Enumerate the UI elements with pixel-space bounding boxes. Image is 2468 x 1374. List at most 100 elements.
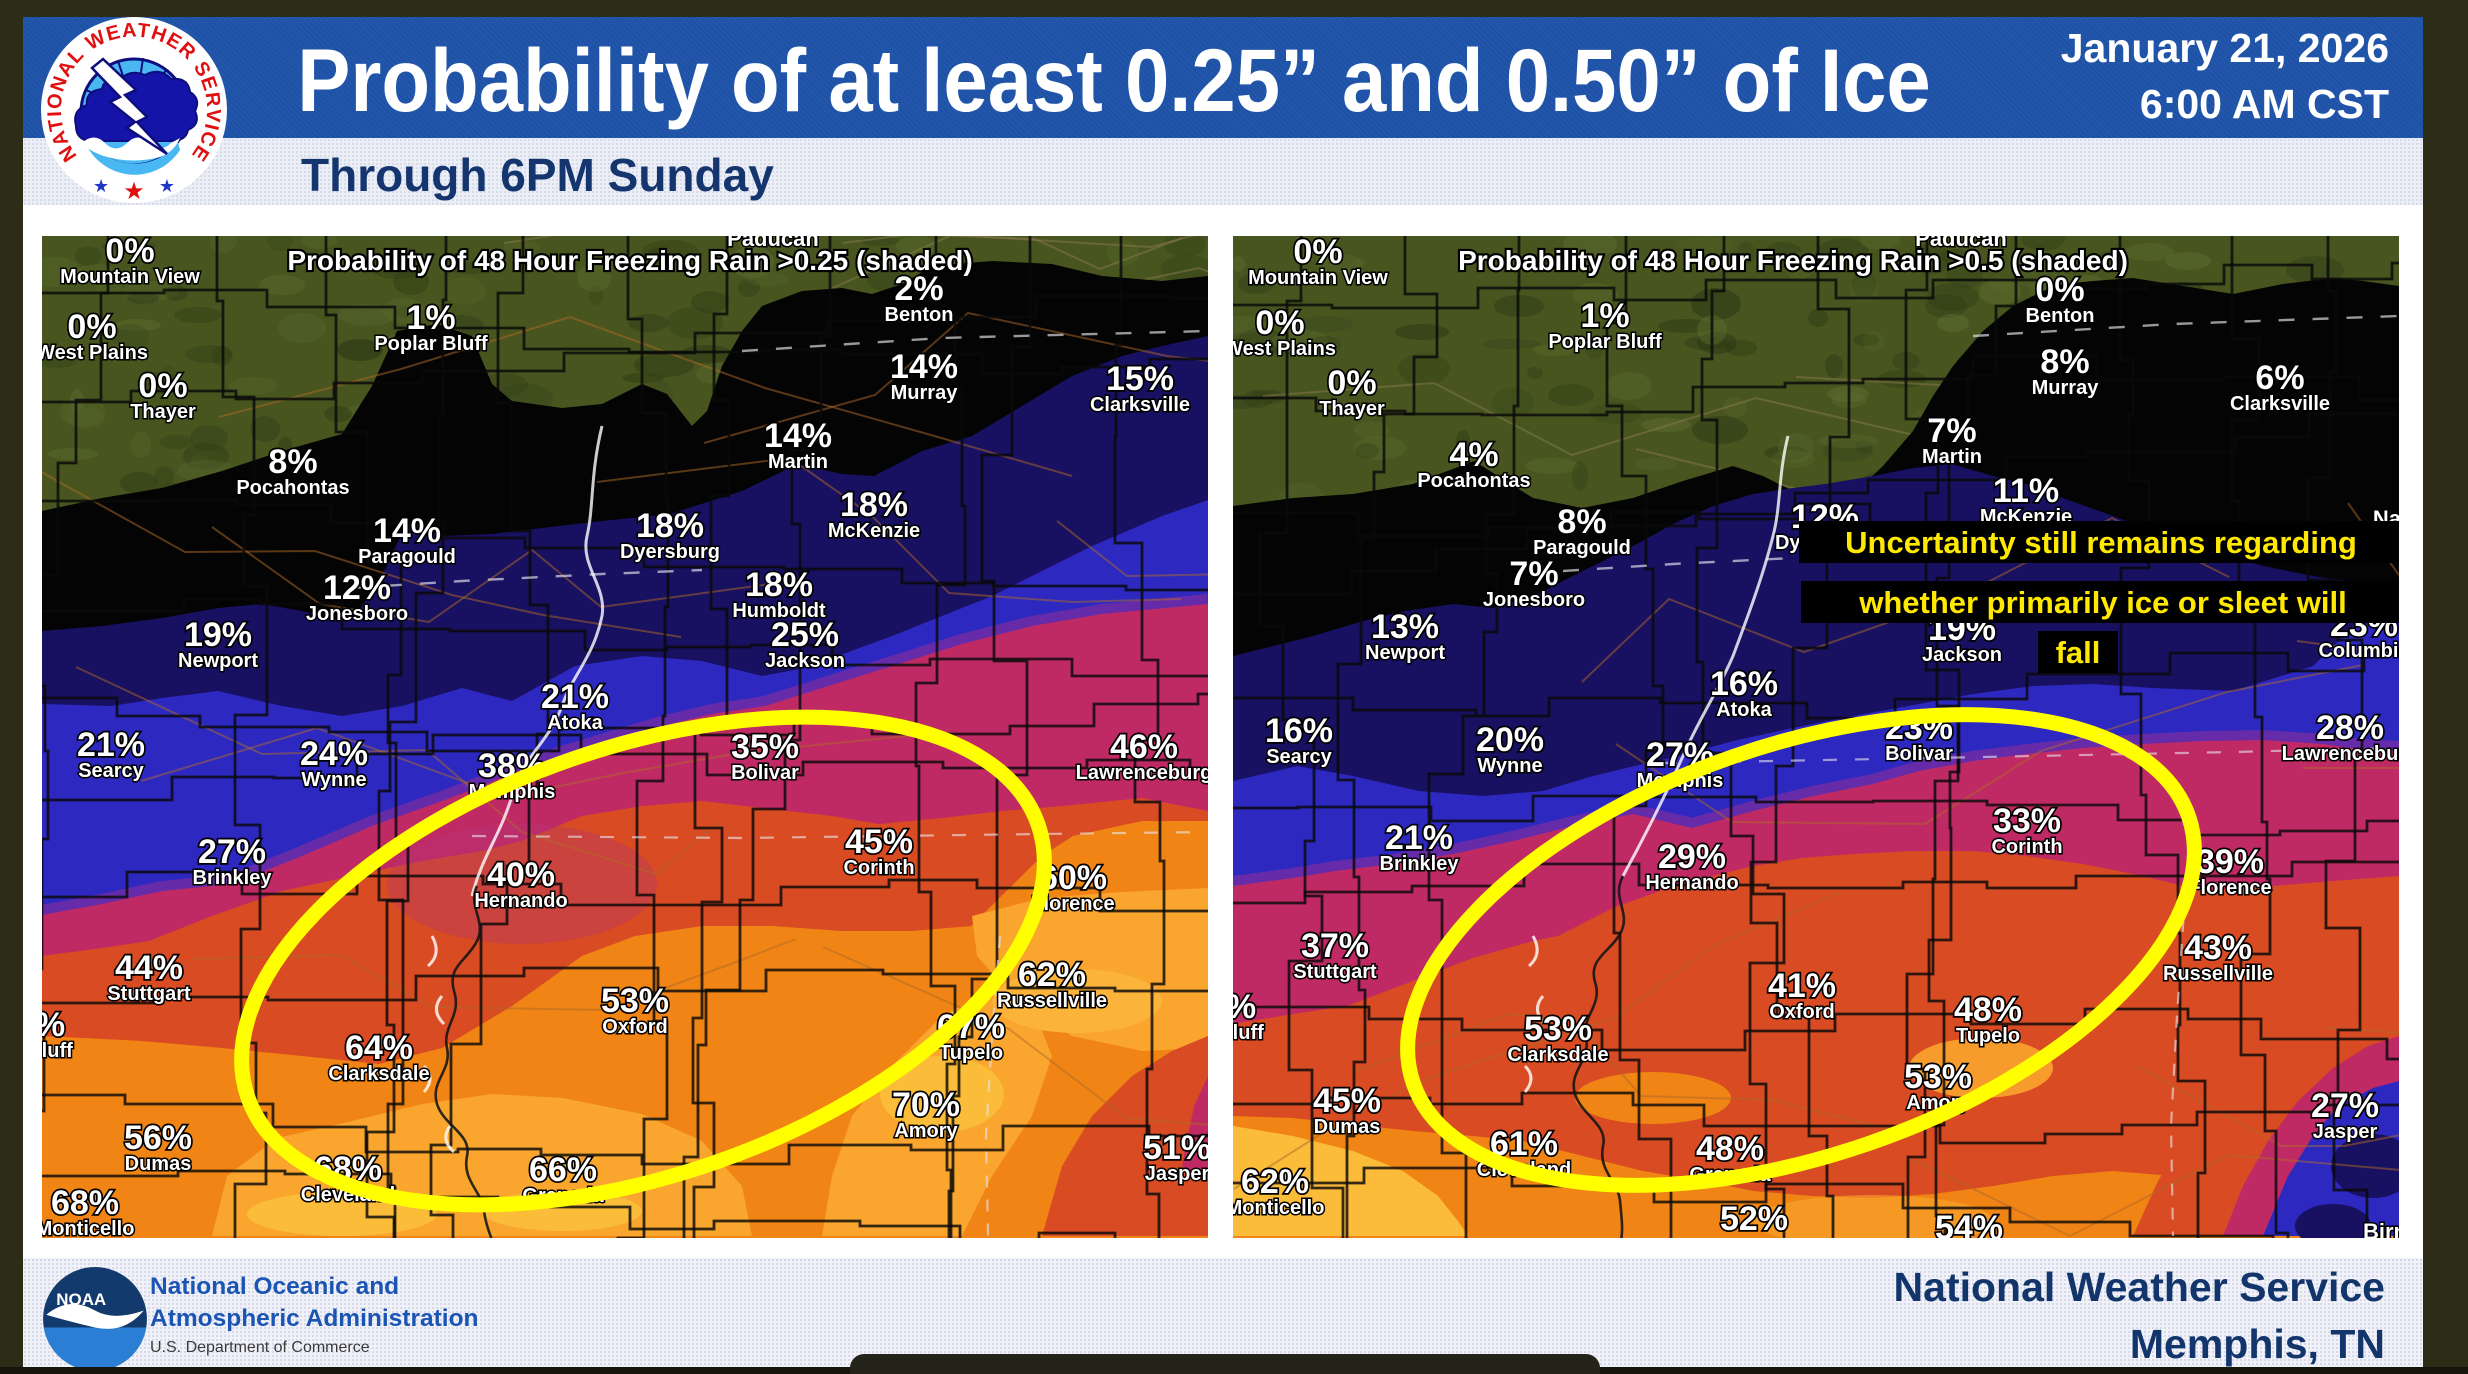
svg-text:Searcy: Searcy bbox=[1266, 746, 1332, 768]
svg-text:61%: 61% bbox=[1490, 1125, 1558, 1163]
svg-text:21%: 21% bbox=[541, 678, 609, 716]
svg-text:Mountain View: Mountain View bbox=[60, 266, 200, 288]
svg-text:45%: 45% bbox=[845, 823, 913, 861]
svg-text:14%: 14% bbox=[764, 417, 832, 455]
svg-text:0%: 0% bbox=[105, 236, 154, 270]
svg-text:Oxford: Oxford bbox=[1769, 1001, 1835, 1023]
svg-text:Mountain View: Mountain View bbox=[1248, 267, 1388, 289]
svg-text:45%: 45% bbox=[1313, 1082, 1381, 1120]
svg-text:8%: 8% bbox=[268, 443, 317, 481]
svg-text:Clarksville: Clarksville bbox=[1090, 394, 1190, 416]
svg-text:Clarksville: Clarksville bbox=[2230, 393, 2330, 415]
svg-text:53%: 53% bbox=[1524, 1010, 1592, 1048]
svg-text:28%: 28% bbox=[2316, 709, 2384, 747]
svg-text:35%: 35% bbox=[731, 728, 799, 766]
svg-text:fall: fall bbox=[2056, 635, 2101, 670]
svg-text:Oxford: Oxford bbox=[602, 1016, 668, 1038]
svg-text:Wynne: Wynne bbox=[301, 769, 366, 791]
svg-text:★: ★ bbox=[93, 176, 109, 196]
svg-text:52%: 52% bbox=[1720, 1200, 1788, 1238]
svg-text:Paducah: Paducah bbox=[1915, 236, 2007, 251]
svg-text:12%: 12% bbox=[323, 569, 391, 607]
svg-text:NOAA: NOAA bbox=[56, 1290, 106, 1309]
svg-text:Atoka: Atoka bbox=[1716, 699, 1772, 721]
svg-text:29%: 29% bbox=[1658, 838, 1726, 876]
svg-text:7%: 7% bbox=[1927, 412, 1976, 450]
svg-text:Stuttgart: Stuttgart bbox=[107, 983, 191, 1005]
svg-text:McKenzie: McKenzie bbox=[828, 520, 920, 542]
svg-text:Florence: Florence bbox=[2188, 877, 2271, 899]
svg-text:Wynne: Wynne bbox=[1477, 755, 1542, 777]
svg-text:Lawrenceburg: Lawrenceburg bbox=[2282, 743, 2399, 765]
svg-text:Jasper: Jasper bbox=[2313, 1121, 2378, 1143]
svg-text:Brinkley: Brinkley bbox=[193, 867, 273, 889]
svg-text:21%: 21% bbox=[77, 726, 145, 764]
svg-text:16%: 16% bbox=[1710, 665, 1778, 703]
svg-text:Atoka: Atoka bbox=[547, 712, 603, 734]
svg-text:Monticello: Monticello bbox=[42, 1218, 134, 1238]
svg-text:Clarksdale: Clarksdale bbox=[1507, 1044, 1608, 1066]
svg-text:33%: 33% bbox=[1993, 802, 2061, 840]
svg-text:Jonesboro: Jonesboro bbox=[1483, 589, 1585, 611]
svg-text:62%: 62% bbox=[1241, 1163, 1309, 1201]
svg-text:18%: 18% bbox=[840, 486, 908, 524]
svg-text:Paducah: Paducah bbox=[727, 236, 819, 251]
svg-text:Clarksdale: Clarksdale bbox=[328, 1063, 429, 1085]
svg-text:0%: 0% bbox=[138, 367, 187, 405]
svg-text:Poplar Bluff: Poplar Bluff bbox=[1548, 331, 1662, 353]
svg-text:Dumas: Dumas bbox=[1314, 1116, 1381, 1138]
svg-text:Dumas: Dumas bbox=[125, 1153, 192, 1175]
svg-text:Newport: Newport bbox=[178, 650, 258, 672]
svg-text:27%: 27% bbox=[2311, 1087, 2379, 1125]
svg-text:70%: 70% bbox=[892, 1086, 960, 1124]
svg-text:Bluff: Bluff bbox=[42, 1040, 73, 1062]
svg-text:11%: 11% bbox=[1993, 472, 2059, 510]
svg-text:★: ★ bbox=[159, 176, 175, 196]
svg-text:2%: 2% bbox=[894, 270, 943, 308]
svg-text:Lawrenceburg: Lawrenceburg bbox=[1076, 762, 1208, 784]
svg-text:Martin: Martin bbox=[768, 451, 828, 473]
svg-text:Jackson: Jackson bbox=[765, 650, 845, 672]
svg-text:62%: 62% bbox=[1018, 956, 1086, 994]
svg-text:53%: 53% bbox=[1904, 1058, 1972, 1096]
svg-text:0%: 0% bbox=[1327, 364, 1376, 402]
svg-text:Thayer: Thayer bbox=[130, 401, 196, 423]
svg-text:Jasper: Jasper bbox=[1145, 1163, 1208, 1185]
svg-text:6%: 6% bbox=[2255, 359, 2304, 397]
svg-text:Corinth: Corinth bbox=[1991, 836, 2062, 858]
svg-text:Newport: Newport bbox=[1365, 642, 1445, 664]
svg-text:Jonesboro: Jonesboro bbox=[306, 603, 408, 625]
svg-text:48%: 48% bbox=[1696, 1130, 1764, 1168]
svg-text:Dyersburg: Dyersburg bbox=[620, 541, 720, 563]
svg-text:54%: 54% bbox=[1935, 1209, 2003, 1238]
svg-text:64%: 64% bbox=[345, 1029, 413, 1067]
svg-text:24%: 24% bbox=[300, 735, 368, 773]
svg-text:21%: 21% bbox=[1385, 819, 1453, 857]
svg-text:Humboldt: Humboldt bbox=[732, 600, 826, 622]
svg-text:Murray: Murray bbox=[2032, 377, 2100, 399]
svg-text:Stuttgart: Stuttgart bbox=[1293, 961, 1377, 983]
svg-text:20%: 20% bbox=[1476, 721, 1544, 759]
svg-text:Monticello: Monticello bbox=[1233, 1197, 1324, 1219]
svg-text:37%: 37% bbox=[1301, 927, 1369, 965]
svg-text:27%: 27% bbox=[198, 833, 266, 871]
svg-text:Brinkley: Brinkley bbox=[1380, 853, 1460, 875]
svg-text:Russellville: Russellville bbox=[997, 990, 1107, 1012]
svg-text:46%: 46% bbox=[1110, 728, 1178, 766]
svg-text:53%: 53% bbox=[601, 982, 669, 1020]
svg-text:Pocahontas: Pocahontas bbox=[1417, 470, 1530, 492]
svg-text:whether primarily ice or sleet: whether primarily ice or sleet will bbox=[1858, 585, 2347, 620]
svg-text:Hernando: Hernando bbox=[474, 890, 567, 912]
svg-text:18%: 18% bbox=[636, 507, 704, 545]
svg-text:Uncertainty still remains rega: Uncertainty still remains regarding bbox=[1845, 525, 2357, 560]
svg-text:Hernando: Hernando bbox=[1645, 872, 1738, 894]
svg-text:Martin: Martin bbox=[1922, 446, 1982, 468]
svg-text:14%: 14% bbox=[890, 348, 958, 386]
svg-text:43%: 43% bbox=[2184, 929, 2252, 967]
svg-text:41%: 41% bbox=[1768, 967, 1836, 1005]
svg-text:Jackson: Jackson bbox=[1922, 644, 2002, 666]
svg-text:14%: 14% bbox=[373, 512, 441, 550]
svg-text:%: % bbox=[1233, 988, 1256, 1026]
svg-text:4%: 4% bbox=[1449, 436, 1498, 474]
svg-text:Bolivar: Bolivar bbox=[1885, 743, 1953, 765]
